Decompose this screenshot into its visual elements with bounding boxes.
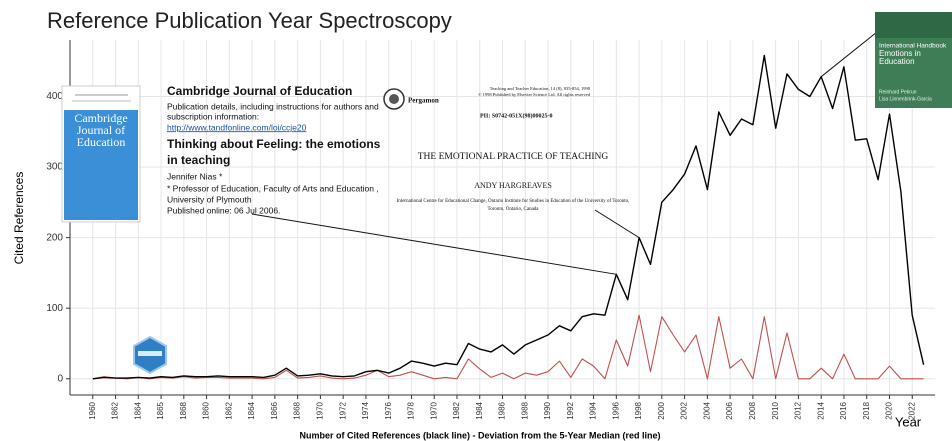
- handbook-title: International Handbook: [879, 43, 947, 50]
- lines: [92, 54, 925, 380]
- details: Publication details, including instructi…: [167, 101, 379, 111]
- x-tick-label: 1865: [156, 401, 165, 419]
- series-line: [92, 314, 924, 380]
- paper-title: THE EMOTIONAL PRACTICE OF TEACHING: [418, 152, 609, 162]
- handbook-title: Emotions in: [879, 49, 921, 58]
- x-tick-label: 1972: [338, 401, 347, 419]
- x-tick-label: 1996: [611, 401, 620, 419]
- x-tick-label: 1862: [111, 401, 120, 419]
- pii: PII: S0742-051X(98)00025-0: [480, 112, 553, 119]
- x-tick-label: 1988: [520, 401, 529, 419]
- x-tick-label: 2014: [816, 401, 825, 419]
- x-tick-label: 1970: [316, 401, 325, 419]
- x-tick-label: 1868: [293, 401, 302, 419]
- x-tick-label: 2020: [885, 401, 894, 419]
- handbook-editor: Reinhard Pekrun: [879, 89, 917, 95]
- header: Teaching and Teacher Education, 14 (8), …: [490, 86, 591, 92]
- published: Published online: 06 Jul 2006.: [167, 205, 280, 215]
- y-tick-label: 200: [46, 232, 63, 243]
- x-tick-label: 2000: [657, 401, 666, 419]
- link[interactable]: http://www.tandfonline.com/loi/ccje20: [167, 122, 307, 132]
- hargreaves-panel: Pergamon Teaching and Teacher Education,…: [383, 86, 630, 212]
- x-tick-label: 1970: [429, 401, 438, 419]
- x-tick-label: 2016: [839, 401, 848, 419]
- x-tick-label: 1994: [589, 401, 598, 419]
- handbook-cover: International Handbook Emotions in Educa…: [875, 12, 952, 108]
- affiliation: University of Plymouth: [167, 194, 252, 204]
- x-tick-label: 1990: [543, 401, 552, 419]
- x-tick-label: 1998: [634, 401, 643, 419]
- x-tick-label: 1866: [270, 401, 279, 419]
- x-axis-title: Year: [895, 414, 922, 429]
- x-tick-label: 1868: [179, 401, 188, 419]
- callouts: [251, 31, 878, 275]
- x-tick-label: 1864: [133, 401, 142, 419]
- series-line: [92, 54, 925, 380]
- x-tick-label: 2010: [771, 401, 780, 419]
- details: subscription information:: [167, 111, 259, 121]
- x-tick-label: 1864: [247, 401, 256, 419]
- author: Jennifer Nias *: [167, 171, 223, 181]
- x-tick-label: 1974: [361, 401, 370, 419]
- badge-band: [138, 351, 162, 356]
- handbook-editor: Lisa Linnenbrink-Garcia: [879, 96, 932, 102]
- x-tick-label: 1860: [202, 401, 211, 419]
- x-tick-label: 1984: [475, 401, 484, 419]
- x-tick-label: 2012: [794, 401, 803, 419]
- y-tick-label: 100: [46, 303, 63, 314]
- x-axis-label: Number of Cited References (black line) …: [299, 430, 660, 440]
- callout-line: [594, 209, 640, 239]
- article-title: Thinking about Feeling: the emotions: [167, 137, 381, 151]
- x-tick-label: 2006: [725, 401, 734, 419]
- callout-line: [251, 213, 617, 275]
- paper-affiliation: Toronto, Ontario, Canada: [487, 207, 539, 212]
- handbook-band: [875, 12, 952, 38]
- cover-title-box: Cambridge Journal of Education: [74, 112, 128, 148]
- x-tick-label: 2018: [862, 401, 871, 419]
- header: © 1998 Published by Elsevier Science Ltd…: [478, 92, 591, 97]
- affiliation: * Professor of Education, Faculty of Art…: [167, 183, 379, 193]
- chart-title: Reference Publication Year Spectroscopy: [47, 8, 452, 33]
- paper-affiliation: International Centre for Educational Cha…: [397, 199, 630, 204]
- paper-author: ANDY HARGREAVES: [474, 181, 552, 190]
- x-tick-label: 1862: [224, 401, 233, 419]
- cover-panel: [64, 110, 138, 220]
- y-tick-label: 300: [46, 162, 63, 173]
- x-tick-label: 2002: [680, 401, 689, 419]
- x-tick-label: 2004: [702, 401, 711, 419]
- handbook-title: Education: [879, 57, 915, 66]
- callout-line: [820, 31, 878, 78]
- x-tick-label: 1960: [88, 401, 97, 419]
- x-tick-label: 2008: [748, 401, 757, 419]
- publisher: Pergamon: [408, 97, 439, 105]
- cover-title: Cambridge Journal of Education: [74, 112, 128, 148]
- x-tick-label: 2022: [907, 401, 916, 419]
- cambridge-panel: Cambridge Journal of Education Publicati…: [167, 84, 381, 215]
- publisher-logo: [389, 94, 399, 104]
- x-tick-label: 1976: [384, 401, 393, 419]
- badge: [133, 335, 167, 375]
- y-tick-label: 0: [57, 373, 63, 384]
- y-axis-label: Cited References: [12, 172, 26, 265]
- x-tick-label: 1986: [498, 401, 507, 419]
- article-title: in teaching: [167, 153, 230, 167]
- journal-name: Cambridge Journal of Education: [167, 84, 352, 98]
- journal-cover: Cambridge Journal of Education: [61, 85, 141, 223]
- x-tick-label: 1992: [566, 401, 575, 419]
- x-tick-label: 1982: [452, 401, 461, 419]
- y-tick-label: 400: [46, 91, 63, 102]
- x-tick-label: 1978: [407, 401, 416, 419]
